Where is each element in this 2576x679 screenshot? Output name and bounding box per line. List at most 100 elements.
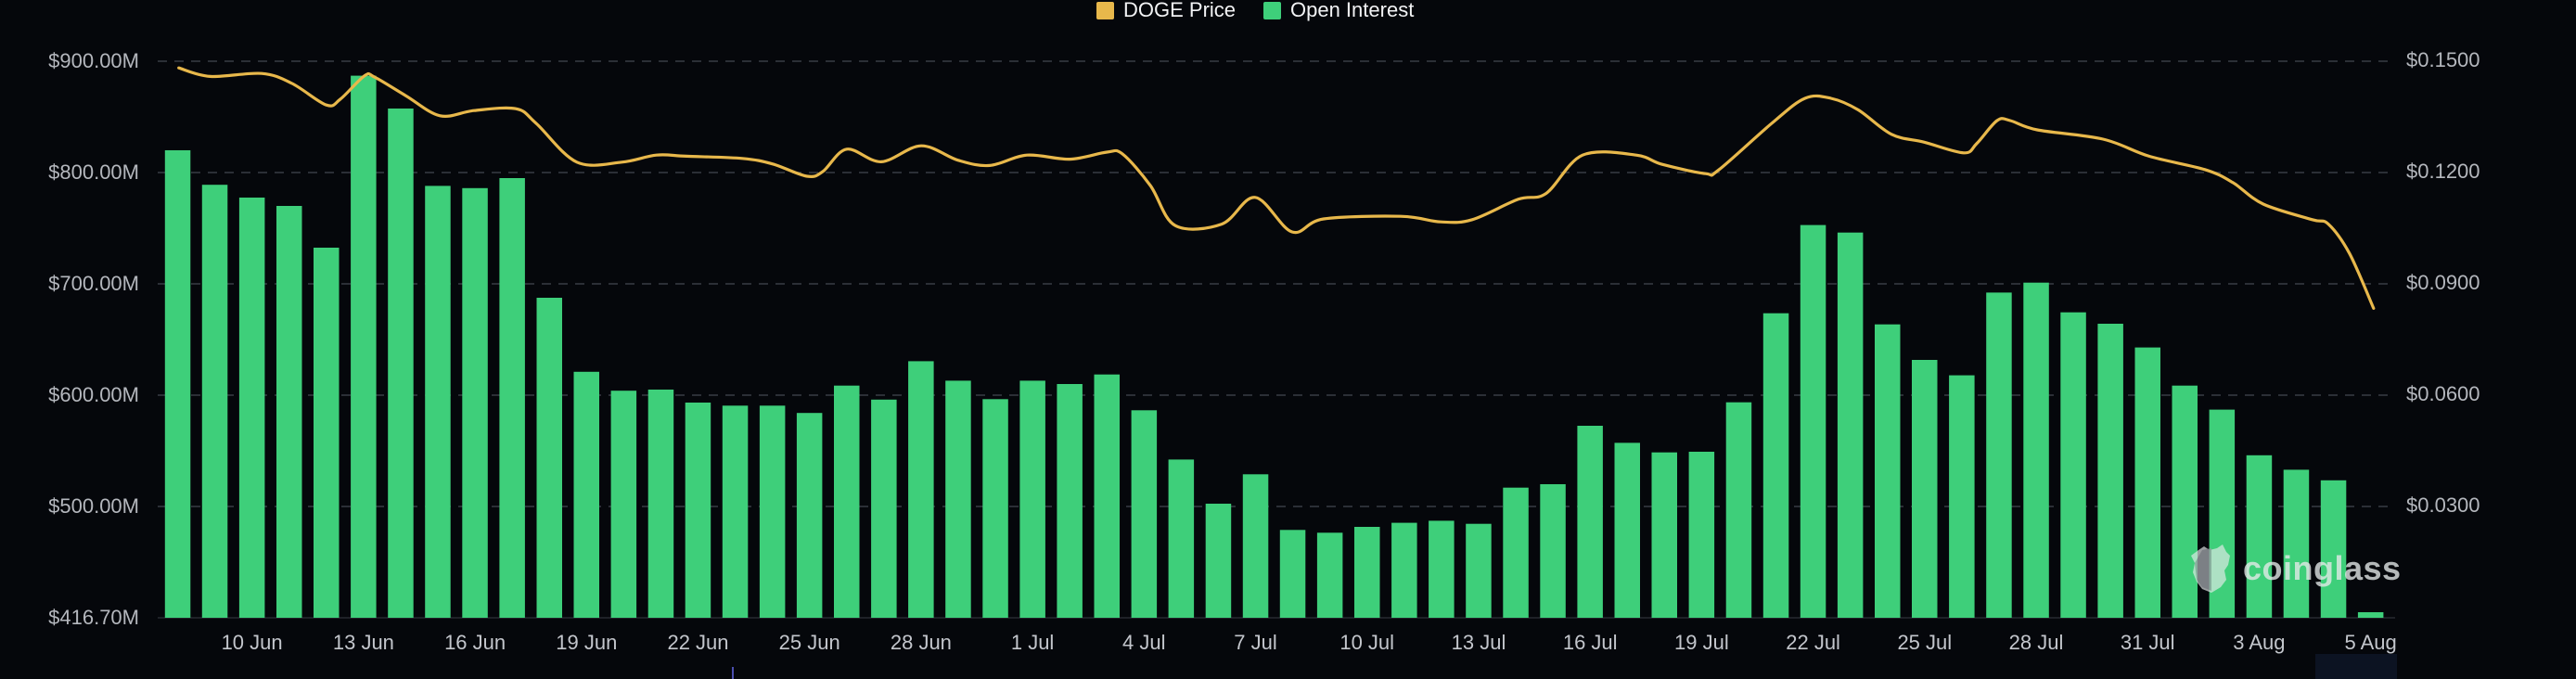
oi-bar[interactable]	[982, 399, 1008, 618]
right-axis-tick: $0.1200	[2406, 160, 2480, 183]
oi-bar[interactable]	[1762, 313, 1789, 618]
legend-item-open-interest[interactable]: Open Interest	[1263, 0, 1414, 20]
oi-bar[interactable]	[1949, 375, 1975, 618]
x-axis-tick: 5 Aug	[2344, 631, 2397, 654]
oi-bar[interactable]	[201, 185, 228, 618]
oi-bar[interactable]	[1057, 384, 1083, 618]
oi-bar[interactable]	[1279, 530, 1306, 618]
oi-bar[interactable]	[834, 385, 860, 618]
x-axis-tick: 4 Jul	[1122, 631, 1166, 654]
oi-bar[interactable]	[1354, 527, 1380, 618]
oi-bar[interactable]	[2023, 282, 2049, 618]
x-axis-tick: 10 Jul	[1339, 631, 1395, 654]
legend-label-oi: Open Interest	[1290, 0, 1415, 21]
scroll-tick	[732, 667, 734, 679]
left-axis-tick: $416.70M	[48, 606, 139, 629]
oi-bar[interactable]	[1503, 487, 1529, 618]
oi-bar[interactable]	[908, 361, 934, 618]
oi-bar[interactable]	[1651, 452, 1678, 618]
oi-bar[interactable]	[2134, 347, 2161, 618]
oi-bar[interactable]	[2283, 469, 2310, 618]
oi-bar[interactable]	[796, 413, 823, 618]
oi-bar[interactable]	[685, 403, 711, 618]
oi-bar[interactable]	[1875, 324, 1901, 618]
oi-bar[interactable]	[2357, 612, 2384, 618]
x-axis-tick: 19 Jul	[1674, 631, 1729, 654]
oi-bar[interactable]	[1242, 474, 1269, 618]
x-axis-tick: 28 Jul	[2008, 631, 2064, 654]
oi-bar[interactable]	[1540, 484, 1566, 618]
x-axis-tick: 7 Jul	[1234, 631, 1277, 654]
oi-bar[interactable]	[647, 390, 674, 618]
oi-bar[interactable]	[1131, 410, 1158, 618]
left-axis-tick: $800.00M	[48, 160, 139, 184]
doge-price-line[interactable]	[177, 66, 2376, 310]
x-axis-tick: 3 Aug	[2233, 631, 2286, 654]
oi-bar[interactable]	[573, 371, 600, 618]
oi-bar[interactable]	[462, 187, 488, 619]
oi-bar[interactable]	[1466, 523, 1492, 618]
right-axis-tick: $0.0900	[2406, 271, 2480, 294]
x-axis-tick: 1 Jul	[1010, 631, 1055, 654]
price-swatch-icon	[1096, 1, 1114, 19]
right-axis-tick: $0.0300	[2406, 493, 2480, 517]
scroll-region[interactable]	[2315, 654, 2397, 679]
oi-bar[interactable]	[164, 150, 191, 618]
oi-bar[interactable]	[238, 198, 265, 618]
oi-bar[interactable]	[722, 405, 749, 618]
left-axis-tick: $600.00M	[48, 383, 139, 406]
oi-bar[interactable]	[351, 75, 377, 619]
x-axis-tick: 16 Jun	[444, 631, 506, 654]
left-axis-tick: $900.00M	[48, 49, 139, 72]
x-axis-tick: 25 Jun	[778, 631, 840, 654]
oi-bar[interactable]	[1094, 374, 1121, 618]
oi-bar[interactable]	[1168, 459, 1195, 618]
oi-bar[interactable]	[2172, 385, 2198, 618]
oi-bar[interactable]	[2097, 324, 2123, 618]
oi-swatch-icon	[1263, 1, 1281, 19]
right-axis-tick: $0.0600	[2406, 382, 2480, 405]
oi-bar[interactable]	[1205, 504, 1232, 618]
legend-label-price: DOGE Price	[1123, 0, 1237, 21]
oi-bar[interactable]	[388, 109, 414, 618]
oi-bar[interactable]	[425, 186, 451, 618]
oi-bar[interactable]	[276, 206, 302, 618]
right-axis-tick: $0.1500	[2406, 48, 2480, 71]
oi-bar[interactable]	[1688, 452, 1715, 618]
oi-bar[interactable]	[1577, 426, 1603, 618]
oi-bar[interactable]	[759, 405, 786, 618]
oi-bar[interactable]	[2246, 455, 2273, 618]
oi-bar[interactable]	[1429, 520, 1455, 618]
x-axis-tick: 28 Jun	[890, 631, 952, 654]
oi-bar[interactable]	[610, 391, 637, 618]
oi-bar[interactable]	[1837, 232, 1864, 618]
legend-item-doge-price[interactable]: DOGE Price	[1096, 0, 1236, 20]
coinglass-logo-icon	[2191, 544, 2230, 593]
x-axis-tick: 22 Jul	[1786, 631, 1840, 654]
oi-bar[interactable]	[1912, 360, 1938, 618]
x-axis-tick: 10 Jun	[221, 631, 283, 654]
oi-bar[interactable]	[499, 178, 525, 618]
oi-bar[interactable]	[1986, 292, 2012, 618]
oi-bar[interactable]	[1800, 224, 1826, 618]
x-axis-tick: 13 Jun	[332, 631, 394, 654]
x-axis-tick: 16 Jul	[1562, 631, 1618, 654]
oi-bar[interactable]	[1019, 380, 1045, 618]
watermark-text: coinglass	[2243, 549, 2402, 587]
oi-bar[interactable]	[2320, 480, 2347, 618]
oi-bar[interactable]	[1316, 532, 1343, 618]
oi-bar[interactable]	[536, 298, 563, 618]
oi-bar[interactable]	[871, 399, 897, 618]
x-axis-tick: 31 Jul	[2120, 631, 2175, 654]
legend: DOGE Price Open Interest	[0, 0, 2576, 22]
oi-bar[interactable]	[945, 380, 971, 618]
oi-bar[interactable]	[1391, 522, 1417, 618]
x-axis-tick: 13 Jul	[1451, 631, 1506, 654]
oi-bar[interactable]	[1614, 442, 1641, 618]
oi-bar[interactable]	[1725, 402, 1752, 618]
coinglass-watermark: coinglass	[2189, 543, 2402, 595]
oi-bar[interactable]	[2060, 312, 2086, 618]
oi-bar[interactable]	[314, 248, 340, 618]
x-axis-tick: 19 Jun	[556, 631, 618, 654]
